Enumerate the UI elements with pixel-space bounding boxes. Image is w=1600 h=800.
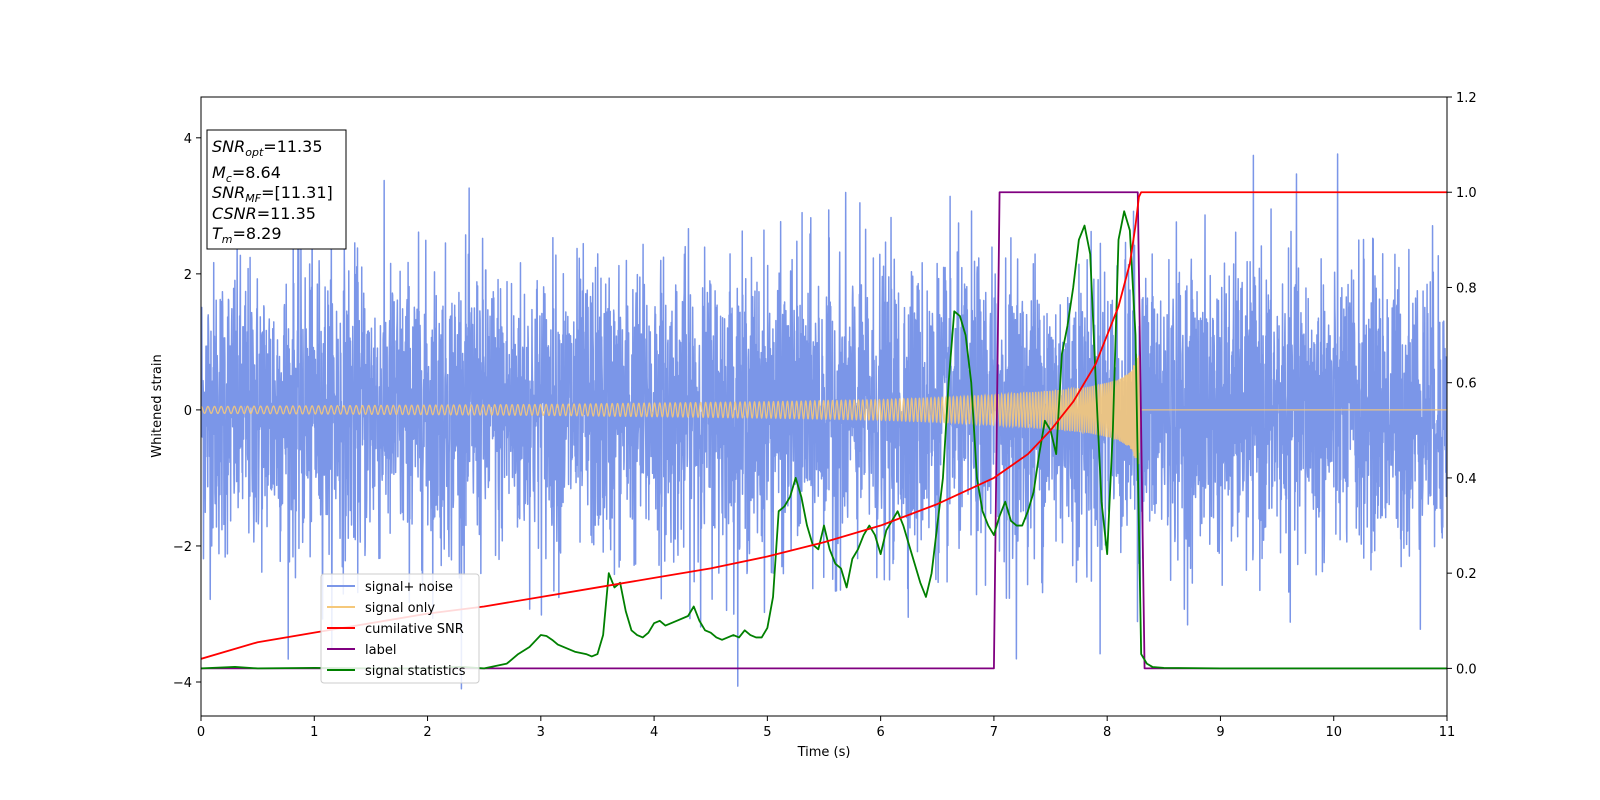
x-tick-label: 3 [537,725,545,740]
x-tick-label: 0 [197,725,205,740]
y2-tick-label: 0.8 [1456,281,1477,296]
x-tick-label: 4 [650,725,658,740]
x-tick-label: 2 [423,725,431,740]
annotation-box: SNRopt=11.35 Mc=8.64 SNRMF=[11.31] CSNR=… [206,129,347,250]
plot-frame [200,96,1448,717]
x-axis-label: Time (s) [797,745,851,760]
signal-only-series [201,355,1447,465]
y-tick-label: 4 [184,132,192,147]
y2-tick-label: 0.6 [1456,377,1477,392]
y-tick-label: 2 [184,268,192,283]
legend-label-signal-statistics: signal statistics [365,664,466,679]
y-tick-label: −2 [173,540,192,555]
signal-noise-line [201,153,1447,690]
y-tick-label: −4 [173,676,192,691]
signal-noise-series [201,153,1447,690]
x-tick-label: 5 [763,725,771,740]
x-tick-label: 10 [1325,725,1342,740]
x-tick-label: 8 [1103,725,1111,740]
annotation-line-tm: Tm=8.29 [212,224,282,246]
legend-label-signal-only: signal only [365,601,435,616]
annotation-line-snr-opt: SNRopt=11.35 [212,137,323,159]
y-axis-label: Whitened strain [150,354,165,457]
annotation-line-csnr: CSNR=11.35 [212,204,316,223]
y2-tick-label: 0.0 [1456,662,1477,677]
annotation-line-mc: Mc=8.64 [212,163,281,185]
y2-tick-label: 0.4 [1456,472,1477,487]
y-tick-label: 0 [184,404,192,419]
legend: signal+ noise signal only cumilative SNR… [320,573,480,684]
signal-statistics-line [201,210,1447,670]
y2-tick-label: 1.2 [1456,91,1477,106]
signal-only-line [201,355,1447,465]
legend-label-signal-noise: signal+ noise [365,580,453,595]
annotation-line-snr-mf: SNRMF=[11.31] [212,183,333,205]
y2-tick-label: 1.0 [1456,186,1477,201]
x-tick-label: 1 [310,725,318,740]
x-tick-label: 6 [876,725,884,740]
x-tick-label: 7 [990,725,998,740]
y2-tick-label: 0.2 [1456,567,1477,582]
legend-label-cumulative-snr: cumilative SNR [365,622,464,637]
legend-label-label: label [365,643,396,658]
x-tick-label: 11 [1439,725,1456,740]
x-tick-label: 9 [1216,725,1224,740]
